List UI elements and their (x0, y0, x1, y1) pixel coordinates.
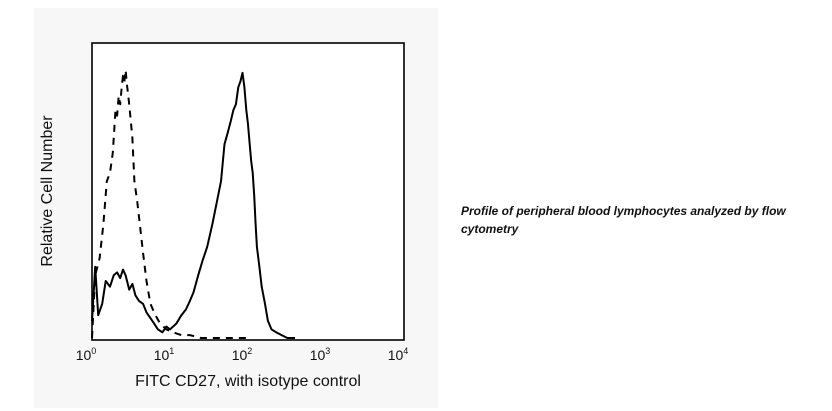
x-tick-label-3: 103 (310, 346, 331, 363)
series-layer (91, 69, 295, 339)
x-tick-labels: 100 101 102 103 104 (76, 346, 409, 363)
x-tick-label-1: 101 (154, 346, 175, 363)
figure-caption: Profile of peripheral blood lymphocytes … (461, 204, 786, 236)
figure-panel: 100 101 102 103 104 FITC CD27, with isotype … (34, 8, 438, 408)
y-axis-title: Relative Cell Number (39, 115, 56, 267)
x-tick-label-4: 104 (388, 346, 409, 363)
histogram-chart: 100 101 102 103 104 FITC CD27, with isotype … (39, 42, 409, 390)
x-axis-title: FITC CD27, with isotype control (135, 373, 361, 390)
plot-frame (91, 42, 405, 341)
x-tick-label-0: 100 (76, 346, 97, 363)
isotype-control-line (91, 69, 248, 339)
x-tick-label-2: 102 (232, 346, 253, 363)
cd27-line (91, 71, 295, 339)
